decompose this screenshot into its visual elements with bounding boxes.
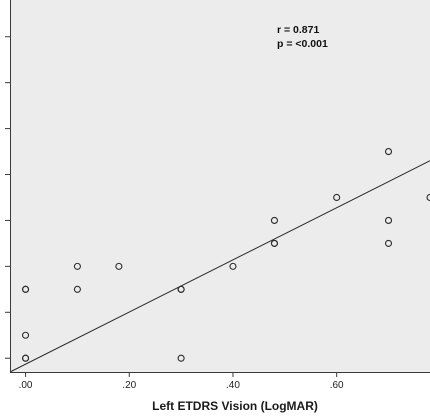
data-points — [22, 148, 430, 362]
x-tick-label-1: .20 — [122, 380, 136, 391]
x-tick-label-0: .00 — [19, 380, 33, 391]
data-point-5 — [73, 285, 81, 293]
plot-area — [10, 0, 430, 372]
data-point-10 — [177, 285, 185, 293]
data-point-8 — [177, 354, 185, 362]
x-tick-label-2: .40 — [226, 380, 240, 391]
data-point-1 — [22, 354, 30, 362]
data-point-17 — [384, 216, 393, 224]
x-axis-title: Left ETDRS Vision (LogMAR) — [152, 399, 318, 413]
plot-frame — [10, 0, 430, 373]
data-point-11 — [229, 262, 237, 270]
data-point-15 — [333, 193, 341, 202]
data-point-7 — [115, 262, 123, 270]
data-point-4 — [22, 285, 30, 293]
x-tick-label-3: .60 — [330, 380, 344, 391]
x-axis: .00 .20 .40 .60 — [19, 372, 344, 391]
regression-line — [9, 160, 430, 373]
data-point-19 — [426, 193, 430, 202]
data-point-2 — [22, 331, 30, 339]
y-axis — [5, 36, 10, 359]
data-point-18 — [384, 148, 393, 156]
data-point-16 — [384, 239, 393, 247]
correlation-label: r = 0.871 — [277, 24, 319, 36]
data-point-14 — [270, 216, 278, 224]
data-point-6 — [73, 262, 81, 270]
data-point-13 — [270, 239, 278, 247]
p-value-label: p = <0.001 — [277, 38, 328, 50]
